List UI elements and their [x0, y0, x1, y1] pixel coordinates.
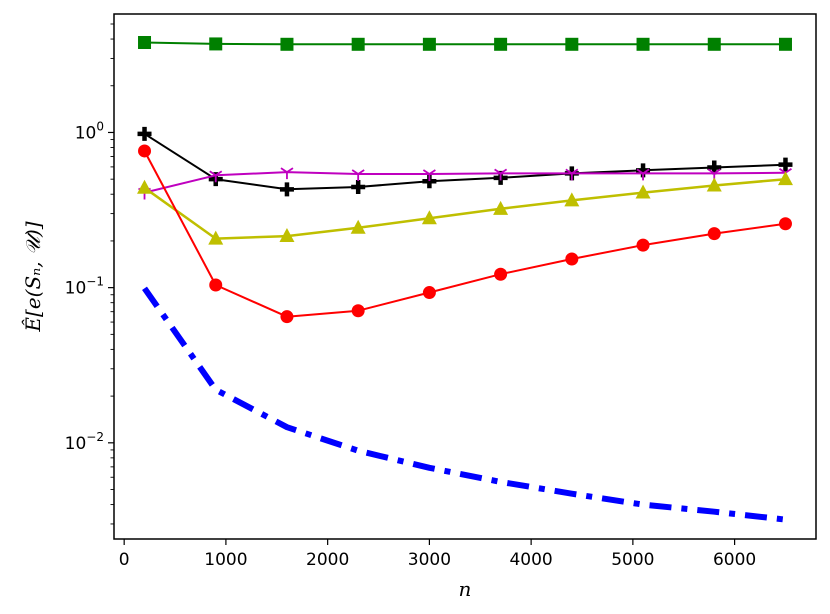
data-point: [422, 37, 436, 51]
data-point: [138, 144, 152, 158]
data-point: [351, 304, 365, 318]
series-line: [144, 171, 786, 194]
y-tick-label: 10−2: [65, 430, 104, 454]
data-point: [778, 37, 792, 51]
data-point: [636, 37, 650, 51]
x-tick-label: 2000: [306, 550, 349, 570]
series-line: [143, 132, 786, 191]
data-point: [707, 37, 721, 51]
series: [138, 35, 792, 51]
series-line: [143, 150, 786, 318]
data-point: [707, 160, 722, 175]
series-line: [142, 286, 786, 523]
data-point: [351, 169, 365, 181]
data-point: [777, 171, 793, 186]
data-point: [209, 37, 223, 51]
x-tick-label: 3000: [408, 550, 451, 570]
data-point: [421, 210, 437, 225]
data-point: [636, 238, 650, 252]
series-line: [144, 41, 786, 46]
data-point: [280, 37, 294, 51]
series: [138, 167, 792, 200]
y-axis: 10−2 10−1 100: [65, 23, 114, 525]
data-point: [707, 227, 721, 241]
series: [138, 144, 792, 324]
series: [142, 286, 786, 523]
data-point: [778, 157, 793, 172]
data-point: [280, 167, 294, 180]
x-tick-label: 1000: [204, 550, 247, 570]
x-tick-label: 6000: [713, 550, 756, 570]
data-point: [494, 267, 508, 281]
data-point: [350, 219, 366, 234]
x-tick-label: 4000: [509, 550, 552, 570]
data-point: [422, 286, 436, 300]
data-point: [493, 200, 509, 215]
series: [137, 171, 793, 245]
series: [137, 126, 793, 197]
data-point: [564, 192, 580, 207]
data-point: [351, 180, 366, 195]
y-tick-label: 10−1: [65, 275, 104, 299]
y-axis-label: Ê[e(Sₙ, 𝒰)]: [21, 221, 45, 332]
data-point: [565, 252, 579, 266]
plot-area: [113, 13, 817, 540]
data-point: [280, 310, 294, 324]
plot-frame: [113, 13, 817, 540]
x-tick-label: 0: [119, 550, 130, 570]
data-point: [422, 169, 436, 181]
data-point: [706, 177, 722, 192]
data-point: [209, 170, 223, 183]
data-point: [635, 184, 651, 199]
data-point: [279, 182, 294, 197]
x-tick-label: 5000: [611, 550, 654, 570]
data-point: [565, 37, 579, 51]
data-point: [137, 179, 153, 194]
data-point: [494, 37, 508, 51]
data-point: [636, 168, 650, 181]
data-point: [565, 168, 579, 181]
data-point: [351, 37, 365, 51]
data-point: [494, 168, 508, 181]
data-point: [137, 126, 152, 141]
y-tick-label: 100: [75, 119, 104, 143]
data-point: [209, 278, 223, 292]
series-layer: [137, 35, 793, 523]
series-line: [143, 177, 786, 240]
x-axis: 0 1000 2000 3000 4000 5000 6000: [119, 539, 756, 570]
data-point: [279, 228, 295, 243]
data-point: [778, 217, 792, 231]
data-point: [208, 230, 224, 245]
x-axis-label: n: [459, 577, 472, 601]
data-point: [138, 35, 152, 49]
